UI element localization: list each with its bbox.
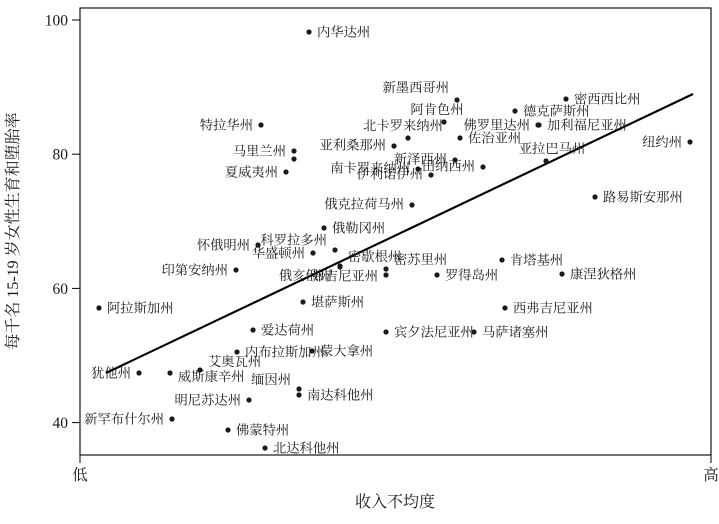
svg-text:威斯康辛州: 威斯康辛州	[178, 368, 244, 384]
svg-text:加利福尼亚州: 加利福尼亚州	[547, 117, 627, 133]
svg-text:弗吉尼亚州: 弗吉尼亚州	[312, 268, 378, 284]
svg-text:犹他州: 犹他州	[91, 365, 131, 381]
svg-text:罗得岛州: 罗得岛州	[445, 268, 498, 283]
svg-text:蒙大拿州: 蒙大拿州	[320, 343, 373, 359]
svg-text:纽约州: 纽约州	[642, 135, 682, 150]
svg-text:怀俄明州: 怀俄明州	[197, 237, 250, 253]
svg-text:路易斯安那州: 路易斯安那州	[603, 190, 683, 205]
svg-text:收入不均度: 收入不均度	[355, 493, 435, 511]
svg-text:内华达州: 内华达州	[317, 24, 370, 40]
svg-text:北达科他州: 北达科他州	[273, 440, 339, 456]
svg-text:伊利诺伊州: 伊利诺伊州	[357, 166, 423, 182]
svg-text:华盛顿州: 华盛顿州	[252, 245, 305, 261]
svg-text:密苏里州: 密苏里州	[394, 251, 447, 267]
svg-text:俄勒冈州: 俄勒冈州	[332, 220, 385, 236]
svg-text:80: 80	[53, 147, 69, 164]
svg-text:南达科他州: 南达科他州	[307, 387, 373, 403]
svg-text:亚利桑那州: 亚利桑那州	[320, 137, 386, 153]
svg-text:缅因州: 缅因州	[251, 372, 291, 387]
svg-text:宾夕法尼亚州: 宾夕法尼亚州	[394, 324, 474, 340]
svg-text:明尼苏达州: 明尼苏达州	[175, 392, 241, 408]
svg-text:西弗吉尼亚州: 西弗吉尼亚州	[513, 300, 593, 316]
svg-text:每千名 15-19 岁女性生育和堕胎率: 每千名 15-19 岁女性生育和堕胎率	[4, 112, 22, 349]
svg-text:艾奥瓦州: 艾奥瓦州	[208, 353, 261, 369]
svg-text:北卡罗来纳州: 北卡罗来纳州	[363, 117, 443, 133]
svg-text:佛蒙特州: 佛蒙特州	[236, 422, 289, 438]
svg-text:康涅狄格州: 康涅狄格州	[570, 266, 636, 282]
svg-text:特拉华州: 特拉华州	[200, 117, 253, 133]
svg-text:新罕布什尔州: 新罕布什尔州	[84, 412, 164, 427]
svg-text:堪萨斯州: 堪萨斯州	[311, 294, 364, 310]
svg-text:阿拉斯加州: 阿拉斯加州	[107, 300, 173, 316]
svg-text:亚拉巴马州: 亚拉巴马州	[519, 140, 585, 156]
svg-text:高: 高	[703, 465, 719, 484]
svg-text:俄克拉荷马州: 俄克拉荷马州	[324, 196, 404, 212]
svg-text:马里兰州: 马里兰州	[233, 144, 286, 159]
svg-text:马萨诸塞州: 马萨诸塞州	[482, 324, 548, 340]
svg-text:佐治亚州: 佐治亚州	[468, 131, 521, 146]
svg-text:印第安纳州: 印第安纳州	[162, 262, 228, 278]
svg-text:德克萨斯州: 德克萨斯州	[523, 103, 589, 119]
svg-text:爱达荷州: 爱达荷州	[261, 322, 314, 338]
svg-text:阿肯色州: 阿肯色州	[410, 101, 463, 117]
svg-text:40: 40	[53, 415, 69, 432]
svg-text:100: 100	[45, 13, 69, 30]
svg-text:新墨西哥州: 新墨西哥州	[383, 80, 449, 95]
svg-text:肯塔基州: 肯塔基州	[510, 252, 563, 268]
svg-text:田纳西州: 田纳西州	[422, 158, 475, 174]
svg-text:夏威夷州: 夏威夷州	[225, 164, 278, 180]
svg-text:低: 低	[72, 466, 88, 484]
svg-text:60: 60	[53, 281, 69, 298]
